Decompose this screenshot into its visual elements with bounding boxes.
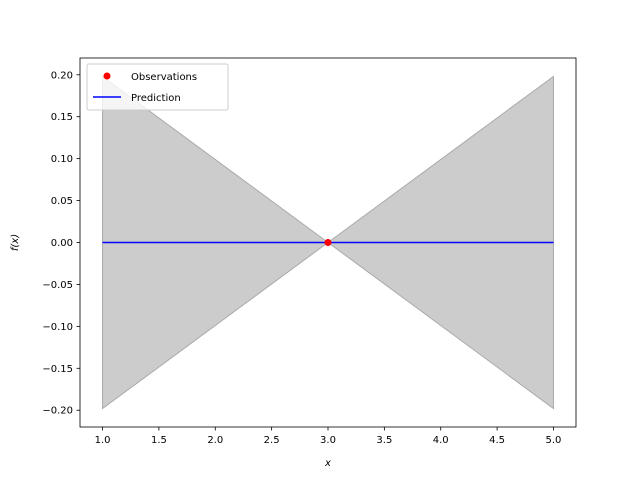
- x-tick-label: 2.0: [207, 435, 223, 446]
- y-tick-label: 0.00: [51, 238, 73, 249]
- legend-label-prediction: Prediction: [131, 93, 181, 104]
- legend-label-observations: Observations: [131, 72, 197, 83]
- legend-box: [86, 63, 229, 111]
- y-tick-label: 0.20: [51, 70, 73, 81]
- series-layer: [102, 239, 554, 246]
- legend: Observations Prediction: [86, 63, 229, 111]
- x-tick-label: 4.0: [433, 435, 449, 446]
- x-tick-label: 3.0: [320, 435, 336, 446]
- y-tick-label: −0.20: [42, 406, 73, 417]
- x-tick-label: 3.5: [376, 435, 392, 446]
- y-tick-label: −0.15: [42, 364, 73, 375]
- x-tick-label: 2.5: [264, 435, 280, 446]
- x-tick-label: 4.5: [489, 435, 505, 446]
- y-tick-label: 0.10: [51, 154, 73, 165]
- x-tick-label: 5.0: [546, 435, 562, 446]
- legend-marker-observations: [103, 72, 111, 80]
- y-axis-label: f(x): [10, 234, 21, 251]
- x-axis-label: x: [324, 458, 331, 469]
- x-tick-label: 1.0: [95, 435, 111, 446]
- y-axis-ticks: −0.20 −0.15 −0.10 −0.05 0.00 0.05 0.10 0.15 0.20: [42, 70, 80, 417]
- y-tick-label: 0.15: [51, 112, 73, 123]
- x-axis-ticks: 1.0 1.5 2.0 2.5 3.0 3.5 4.0 4.5 5.0: [95, 427, 562, 446]
- x-tick-label: 1.5: [151, 435, 167, 446]
- y-tick-label: 0.05: [51, 196, 73, 207]
- y-tick-label: −0.05: [42, 280, 73, 291]
- y-tick-label: −0.10: [42, 322, 73, 333]
- observation-point: [324, 239, 332, 246]
